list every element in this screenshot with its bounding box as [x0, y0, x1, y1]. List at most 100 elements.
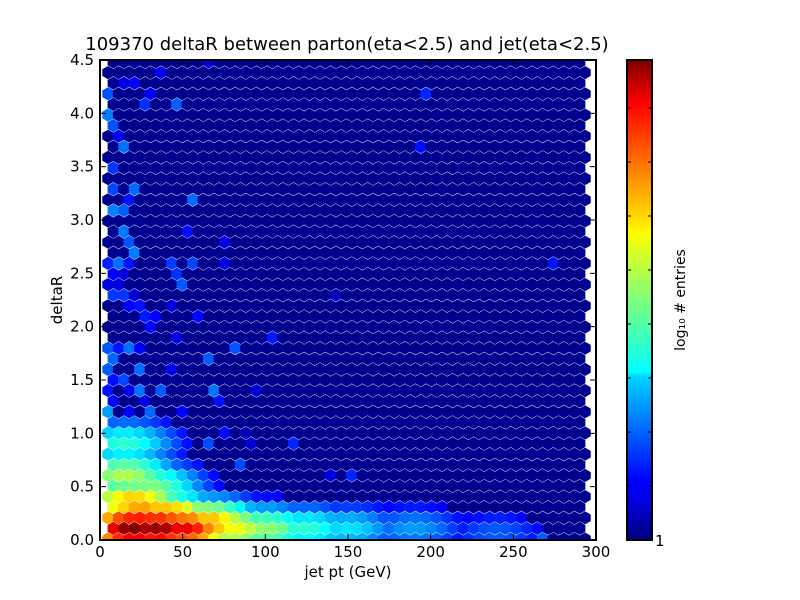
hexbin-cell — [314, 129, 326, 143]
hexbin-cell — [383, 182, 395, 196]
hexbin-cell — [563, 331, 575, 345]
hexbin-cell — [160, 161, 172, 175]
hexbin-cell — [542, 394, 554, 408]
hexbin-cell — [377, 193, 390, 207]
hexbin-cell — [473, 426, 485, 440]
hexbin-cell — [250, 256, 263, 270]
hexbin-cell — [505, 341, 517, 355]
hexbin-cell — [224, 76, 236, 90]
hexbin-cell — [287, 161, 300, 175]
hexbin-cell — [351, 246, 363, 260]
hexbin-cell — [425, 140, 437, 154]
hexbin-cell — [462, 150, 475, 164]
hexbin-cell — [552, 458, 565, 472]
hexbin-cell — [165, 490, 178, 504]
hexbin-cell — [483, 278, 496, 292]
hexbin-cell — [452, 193, 464, 207]
hexbin-cell — [261, 405, 273, 419]
hexbin-cell — [250, 490, 263, 504]
hexbin-cell — [203, 373, 215, 387]
hexbin-cell — [160, 479, 172, 493]
hexbin-cell — [107, 394, 119, 408]
hexbin-cell — [367, 532, 379, 540]
hexbin-cell — [218, 468, 231, 482]
hexbin-cell — [123, 426, 135, 440]
hexbin-cell — [356, 193, 369, 207]
hexbin-cell — [388, 511, 400, 525]
hexbin-cell — [383, 60, 395, 69]
hexbin-cell — [319, 437, 331, 451]
hexbin-cell — [452, 299, 464, 313]
hexbin-cell — [181, 76, 194, 90]
hexbin-cell — [563, 246, 575, 260]
hexbin-cell — [118, 373, 130, 387]
hexbin-cell — [536, 66, 549, 80]
hexbin-cell — [256, 309, 268, 323]
hexbin-cell — [335, 66, 347, 80]
hexbin-cell — [330, 140, 342, 154]
hexbin-cell — [558, 490, 570, 504]
hexbin-cell — [536, 490, 549, 504]
hexbin-cell — [574, 161, 586, 175]
hexbin-cell — [494, 129, 506, 143]
hexbin-cell — [287, 521, 300, 535]
hexbin-cell — [107, 203, 119, 217]
hexbin-cell — [123, 341, 135, 355]
hexbin-cell — [468, 479, 480, 493]
hexbin-cell — [144, 150, 157, 164]
hexbin-cell — [165, 341, 178, 355]
hexbin-cell — [213, 119, 225, 133]
hexbin-cell — [351, 373, 363, 387]
hexbin-cell — [102, 362, 114, 376]
hexbin-cell — [351, 394, 363, 408]
hexbin-cell — [150, 203, 162, 217]
hexbin-cell — [425, 225, 437, 239]
hexbin-cell — [181, 225, 194, 239]
hexbin-cell — [399, 129, 411, 143]
hexbin-cell — [547, 129, 559, 143]
hexbin-cell — [356, 362, 369, 376]
hexbin-cell — [468, 415, 480, 429]
hexbin-cell — [462, 447, 475, 461]
hexbin-cell — [293, 426, 305, 440]
hexbin-cell — [372, 97, 384, 111]
hexbin-cell — [287, 373, 300, 387]
hexbin-cell — [436, 352, 448, 366]
hexbin-cell — [261, 129, 273, 143]
hexbin-cell — [457, 458, 469, 472]
hexbin-cell — [526, 511, 538, 525]
hexbin-cell — [574, 415, 586, 429]
hexbin-cell — [531, 182, 543, 196]
hexbin-cell — [483, 66, 496, 80]
hexbin-cell — [139, 373, 151, 387]
hexbin-cell — [245, 352, 257, 366]
hexbin-cell — [483, 511, 496, 525]
hexbin-cell — [277, 394, 289, 408]
hexbin-cell — [399, 66, 411, 80]
hexbin-cell — [383, 246, 395, 260]
hexbin-cell — [356, 172, 369, 186]
hexbin-cell — [324, 214, 337, 228]
hexbin-cell — [356, 108, 369, 122]
hexbin-cell — [526, 278, 538, 292]
hexbin-cell — [404, 309, 416, 323]
hexbin-cell — [526, 447, 538, 461]
hexbin-cell — [362, 161, 374, 175]
hexbin-cell — [372, 373, 384, 387]
hexbin-cell — [160, 373, 172, 387]
hexbin-cell — [441, 362, 453, 376]
hexbin-cell — [441, 426, 453, 440]
hexbin-cell — [261, 235, 273, 249]
hexbin-cell — [452, 447, 464, 461]
hexbin-cell — [240, 468, 252, 482]
hexbin-cell — [256, 119, 268, 133]
hexbin-cell — [542, 267, 554, 281]
hexbin-cell — [510, 352, 522, 366]
hexbin-cell — [483, 87, 496, 101]
hexbin-cell — [256, 331, 268, 345]
hexbin-cell — [489, 246, 501, 260]
hexbin-cell — [192, 437, 204, 451]
hexbin-cell — [208, 66, 220, 80]
hexbin-cell — [579, 172, 591, 186]
hexbin-cell — [441, 256, 453, 270]
